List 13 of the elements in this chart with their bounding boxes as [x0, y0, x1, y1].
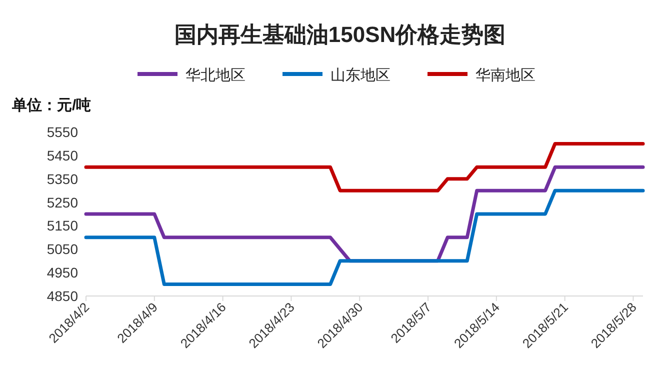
- y-tick-label: 4950: [46, 264, 78, 281]
- legend-label: 华北地区: [186, 67, 246, 84]
- y-tick-label: 5250: [46, 194, 78, 210]
- legend-label: 华南地区: [476, 67, 536, 84]
- y-tick-label: 5050: [46, 241, 78, 258]
- y-tick-label: 5550: [46, 124, 78, 140]
- y-tick-label: 5450: [46, 147, 78, 164]
- y-tick-label: 5350: [46, 170, 78, 187]
- y-tick-label: 4850: [46, 288, 78, 304]
- y-axis-title: 单位：元/吨: [11, 97, 92, 114]
- y-tick-label: 5150: [46, 218, 78, 234]
- legend-label: 山东地区: [330, 67, 390, 84]
- chart-title: 国内再生基础油150SN价格走势图: [174, 22, 506, 47]
